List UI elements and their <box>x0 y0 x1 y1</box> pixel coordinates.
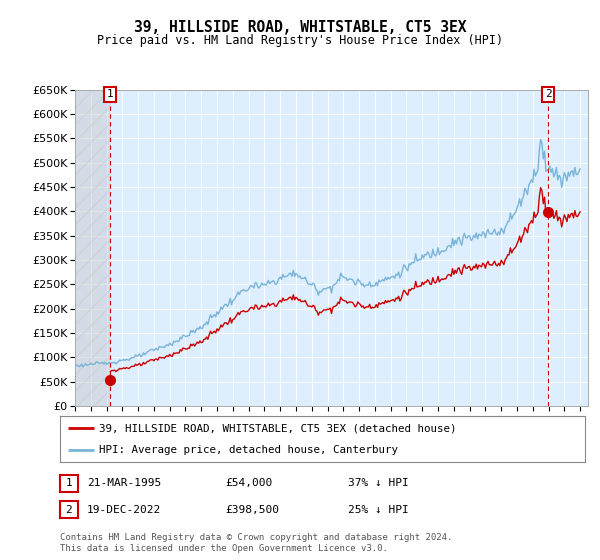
Text: 2: 2 <box>65 505 73 515</box>
Text: 1: 1 <box>107 90 113 100</box>
Text: 19-DEC-2022: 19-DEC-2022 <box>87 505 161 515</box>
Text: 39, HILLSIDE ROAD, WHITSTABLE, CT5 3EX: 39, HILLSIDE ROAD, WHITSTABLE, CT5 3EX <box>134 20 466 35</box>
Text: 21-MAR-1995: 21-MAR-1995 <box>87 478 161 488</box>
Text: Price paid vs. HM Land Registry's House Price Index (HPI): Price paid vs. HM Land Registry's House … <box>97 34 503 46</box>
Text: £398,500: £398,500 <box>225 505 279 515</box>
Text: 39, HILLSIDE ROAD, WHITSTABLE, CT5 3EX (detached house): 39, HILLSIDE ROAD, WHITSTABLE, CT5 3EX (… <box>100 423 457 433</box>
Text: 37% ↓ HPI: 37% ↓ HPI <box>348 478 409 488</box>
Text: 1: 1 <box>65 478 73 488</box>
Text: HPI: Average price, detached house, Canterbury: HPI: Average price, detached house, Cant… <box>100 445 398 455</box>
Text: £54,000: £54,000 <box>225 478 272 488</box>
Text: 25% ↓ HPI: 25% ↓ HPI <box>348 505 409 515</box>
Text: Contains HM Land Registry data © Crown copyright and database right 2024.
This d: Contains HM Land Registry data © Crown c… <box>60 533 452 553</box>
Text: 2: 2 <box>545 90 551 100</box>
